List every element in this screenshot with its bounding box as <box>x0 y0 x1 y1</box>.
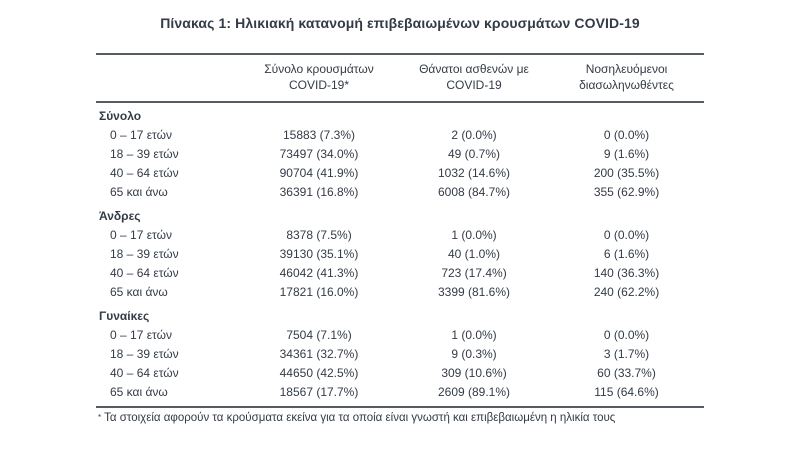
intubated-value: 240 (62.2%) <box>593 285 660 299</box>
age-group-label: 40 – 64 ετών <box>110 266 179 280</box>
intubated-value: 3 (1.7%) <box>603 347 650 361</box>
deaths-value: 723 (17.4%) <box>441 266 507 280</box>
deaths-value: 6008 (84.7%) <box>437 185 511 199</box>
table-row: 65 και άνω 18567 (17.7%) 2609 (89.1%) 11… <box>96 383 704 402</box>
table-row: 0 – 17 ετών 15883 (7.3%) 2 (0.0%) 0 (0.0… <box>96 126 704 145</box>
column-header-cases-line1: Σύνολο κρουσμάτων <box>264 62 374 76</box>
intubated-value: 355 (62.9%) <box>593 185 660 199</box>
table-row: 0 – 17 ετών 8378 (7.5%) 1 (0.0%) 0 (0.0%… <box>96 226 704 245</box>
deaths-value: 2609 (89.1%) <box>437 385 511 399</box>
table-header-row: Σύνολο κρουσμάτων COVID-19* Θάνατοι ασθε… <box>96 55 704 103</box>
intubated-value: 200 (35.5%) <box>593 166 660 180</box>
deaths-value: 40 (1.0%) <box>447 247 501 261</box>
deaths-value: 1 (0.0%) <box>451 328 497 342</box>
report-page: Πίνακας 1: Ηλικιακή κατανομή επιβεβαιωμέ… <box>0 14 800 473</box>
table-row: 65 και άνω 36391 (16.8%) 6008 (84.7%) 35… <box>96 183 704 202</box>
table-row: 0 – 17 ετών 7504 (7.1%) 1 (0.0%) 0 (0.0%… <box>96 326 704 345</box>
deaths-value: 3399 (81.6%) <box>437 285 511 299</box>
age-group-label: 0 – 17 ετών <box>110 128 172 142</box>
table-row: 65 και άνω 17821 (16.0%) 3399 (81.6%) 24… <box>96 283 704 302</box>
cases-value: 44650 (42.5%) <box>279 366 359 380</box>
column-header-deaths: Θάνατοι ασθενών με COVID-19 <box>399 62 549 93</box>
column-header-intubated-line2: διασωληνωθέντες <box>579 77 674 92</box>
cases-value: 34361 (32.7%) <box>279 347 359 361</box>
table-footnote: * Τα στοιχεία αφορούν τα κρούσματα εκείνα… <box>96 411 704 426</box>
intubated-value: 9 (1.6%) <box>603 147 650 161</box>
age-group-label: 0 – 17 ετών <box>110 228 172 242</box>
deaths-value: 1 (0.0%) <box>451 228 497 242</box>
age-group-label: 18 – 39 ετών <box>110 147 179 161</box>
intubated-value: 6 (1.6%) <box>603 247 650 261</box>
deaths-value: 309 (10.6%) <box>441 366 507 380</box>
column-header-deaths-line1: Θάνατοι ασθενών με <box>419 62 529 76</box>
section-label-total: Σύνολο <box>99 109 142 123</box>
column-header-cases-line2: COVID-19* <box>288 77 350 92</box>
cases-value: 7504 (7.1%) <box>286 328 352 342</box>
table-row: 18 – 39 ετών 39130 (35.1%) 40 (1.0%) 6 (… <box>96 245 704 264</box>
age-group-label: 65 και άνω <box>110 385 168 399</box>
section-men: Άνδρες 0 – 17 ετών 8378 (7.5%) 1 (0.0%) … <box>96 207 704 302</box>
section-label-men: Άνδρες <box>99 209 141 223</box>
intubated-value: 0 (0.0%) <box>603 228 650 242</box>
table-row: 40 – 64 ετών 90704 (41.9%) 1032 (14.6%) … <box>96 164 704 183</box>
deaths-value: 49 (0.7%) <box>447 147 501 161</box>
column-header-cases: Σύνολο κρουσμάτων COVID-19* <box>239 62 399 93</box>
column-header-deaths-line2: COVID-19 <box>446 77 502 92</box>
age-group-label: 0 – 17 ετών <box>110 328 172 342</box>
intubated-value: 60 (33.7%) <box>597 366 656 380</box>
cases-value: 15883 (7.3%) <box>282 128 356 142</box>
column-header-intubated: Νοσηλευόμενοι διασωληνωθέντες <box>549 62 704 93</box>
cases-value: 73497 (34.0%) <box>279 147 359 161</box>
age-group-label: 18 – 39 ετών <box>110 347 179 361</box>
intubated-value: 0 (0.0%) <box>603 328 650 342</box>
cases-value: 90704 (41.9%) <box>279 166 359 180</box>
table-row: 18 – 39 ετών 34361 (32.7%) 9 (0.3%) 3 (1… <box>96 345 704 364</box>
deaths-value: 2 (0.0%) <box>451 128 497 142</box>
age-distribution-table: Σύνολο κρουσμάτων COVID-19* Θάνατοι ασθε… <box>96 53 704 408</box>
deaths-value: 9 (0.3%) <box>451 347 497 361</box>
footnote-asterisk: * <box>98 413 102 422</box>
table-title: Πίνακας 1: Ηλικιακή κατανομή επιβεβαιωμέ… <box>160 15 640 31</box>
deaths-value: 1032 (14.6%) <box>437 166 511 180</box>
intubated-value: 140 (36.3%) <box>593 266 660 280</box>
age-group-label: 40 – 64 ετών <box>110 166 179 180</box>
table-row: 40 – 64 ετών 44650 (42.5%) 309 (10.6%) 6… <box>96 364 704 383</box>
age-group-label: 18 – 39 ετών <box>110 247 179 261</box>
cases-value: 18567 (17.7%) <box>279 385 359 399</box>
cases-value: 39130 (35.1%) <box>279 247 359 261</box>
age-group-label: 65 και άνω <box>110 185 168 199</box>
footnote-text: Τα στοιχεία αφορούν τα κρούσματα εκείνα … <box>104 412 616 424</box>
age-group-label: 40 – 64 ετών <box>110 366 179 380</box>
cases-value: 17821 (16.0%) <box>279 285 359 299</box>
column-header-intubated-line1: Νοσηλευόμενοι <box>585 62 668 76</box>
cases-value: 36391 (16.8%) <box>279 185 359 199</box>
table-row: 18 – 39 ετών 73497 (34.0%) 49 (0.7%) 9 (… <box>96 145 704 164</box>
age-group-label: 65 και άνω <box>110 285 168 299</box>
cases-value: 46042 (41.3%) <box>279 266 359 280</box>
table-body: Σύνολο 0 – 17 ετών 15883 (7.3%) 2 (0.0%)… <box>96 103 704 408</box>
cases-value: 8378 (7.5%) <box>286 228 352 242</box>
section-total: Σύνολο 0 – 17 ετών 15883 (7.3%) 2 (0.0%)… <box>96 107 704 202</box>
section-women: Γυναίκες 0 – 17 ετών 7504 (7.1%) 1 (0.0%… <box>96 307 704 402</box>
intubated-value: 0 (0.0%) <box>603 128 650 142</box>
intubated-value: 115 (64.6%) <box>594 385 659 399</box>
table-row: 40 – 64 ετών 46042 (41.3%) 723 (17.4%) 1… <box>96 264 704 283</box>
section-label-women: Γυναίκες <box>99 309 150 323</box>
